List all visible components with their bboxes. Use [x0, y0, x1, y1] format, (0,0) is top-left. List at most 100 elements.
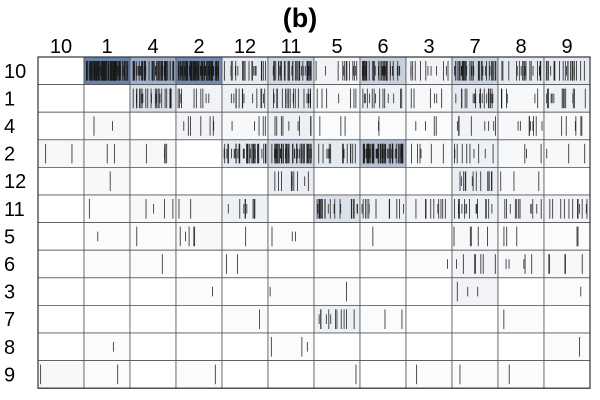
- heatmap-cell: [267, 304, 315, 334]
- heatmap-cell: [175, 166, 223, 196]
- heatmap-cell: [221, 139, 269, 168]
- heatmap-cell: [543, 222, 591, 251]
- heatmap-cell: [451, 111, 499, 141]
- heatmap-cell: [83, 222, 131, 251]
- heatmap-cell: [451, 139, 499, 168]
- heatmap-cell: [543, 84, 591, 113]
- heatmap-cell: [83, 304, 131, 334]
- heatmap-cell: [543, 194, 591, 224]
- heatmap-cell: [359, 249, 407, 279]
- chart-title: (b): [282, 3, 318, 33]
- heatmap-cell: [175, 222, 223, 251]
- heatmap-cell: [543, 332, 591, 362]
- heatmap-cell: [313, 222, 361, 251]
- heatmap-cell: [405, 222, 453, 251]
- row-label: 2: [4, 144, 15, 166]
- heatmap-cell: [175, 332, 223, 362]
- col-label: 8: [515, 36, 526, 58]
- heatmap-cell: [83, 277, 131, 306]
- col-label: 3: [423, 36, 434, 58]
- heatmap-cell: [497, 222, 545, 251]
- heatmap-cell: [175, 277, 223, 306]
- heatmap-cell: [359, 304, 407, 334]
- heatmap-cell: [359, 111, 407, 141]
- heatmap-cell: [175, 111, 223, 141]
- heatmap-cell: [267, 360, 315, 389]
- col-label: 7: [469, 36, 480, 58]
- row-label: 5: [4, 226, 15, 248]
- heatmap-cell: [313, 360, 361, 389]
- heatmap-cell: [497, 332, 545, 362]
- heatmap-cell: [37, 56, 85, 86]
- heatmap-cell: [451, 304, 499, 334]
- heatmap-cell: [267, 277, 315, 306]
- heatmap-cell: [129, 166, 177, 196]
- heatmap-cell: [37, 166, 85, 196]
- heatmap-cell: [129, 304, 177, 334]
- heatmap-cell: [497, 111, 545, 141]
- heatmap-cell: [313, 111, 361, 141]
- heatmap-cell: [497, 277, 545, 306]
- heatmap-cell: [359, 360, 407, 389]
- heatmap-cell: [451, 332, 499, 362]
- heatmap-cell: [405, 194, 453, 224]
- heatmap-cell: [83, 194, 131, 224]
- heatmap-cell: [129, 111, 177, 141]
- heatmap-cell: [543, 166, 591, 196]
- heatmap-cell: [405, 360, 453, 389]
- row-label: 6: [4, 254, 15, 276]
- heatmap-cell: [129, 332, 177, 362]
- heatmap-cell: [37, 249, 85, 279]
- heatmap-cell: [267, 222, 315, 251]
- heatmap-cell: [405, 139, 453, 168]
- heatmap-cell: [497, 304, 545, 334]
- col-label: 2: [193, 36, 204, 58]
- heatmap-cell: [129, 360, 177, 389]
- heatmap-cell: [221, 84, 269, 113]
- col-label: 11: [281, 36, 302, 58]
- heatmap-cell: [37, 84, 85, 113]
- heatmap-cell: [313, 166, 361, 196]
- col-label: 9: [561, 36, 572, 58]
- row-label: 7: [4, 309, 15, 331]
- heatmap-cell: [129, 222, 177, 251]
- heatmap-cell: [83, 360, 131, 389]
- row-label: 1: [4, 88, 15, 110]
- heatmap-cell: [221, 111, 269, 141]
- heatmap-cell: [497, 249, 545, 279]
- heatmap-cell: [313, 249, 361, 279]
- heatmap-cell: [313, 277, 361, 306]
- heatmap-cell: [37, 139, 85, 168]
- heatmap-cell: [405, 277, 453, 306]
- col-label: 1: [101, 36, 112, 58]
- row-label: 3: [4, 282, 15, 304]
- heatmap-cell: [359, 332, 407, 362]
- heatmap-cell: [175, 304, 223, 334]
- heatmap-cell: [175, 194, 223, 224]
- heatmap-cell: [37, 360, 85, 389]
- heatmap-cell: [405, 56, 453, 86]
- heatmap-cell: [359, 277, 407, 306]
- heatmap-cell: [543, 360, 591, 389]
- heatmap-cell: [267, 194, 315, 224]
- heatmap-cell: [405, 166, 453, 196]
- heatmap-cell: [267, 249, 315, 279]
- col-label: 12: [234, 36, 256, 58]
- heatmap-cell: [37, 332, 85, 362]
- row-label: 9: [4, 364, 15, 386]
- heatmap-cell: [543, 111, 591, 141]
- heatmap-cell: [543, 249, 591, 279]
- heatmap-cell: [543, 277, 591, 306]
- heatmap-cell: [37, 304, 85, 334]
- heatmap-cell: [37, 194, 85, 224]
- heatmap-cell: [221, 249, 269, 279]
- heatmap-cell: [221, 222, 269, 251]
- heatmap-cell: [221, 332, 269, 362]
- heatmap-cell: [405, 249, 453, 279]
- heatmap-cell: [497, 166, 545, 196]
- heatmap-cell: [221, 166, 269, 196]
- heatmap-cell: [221, 360, 269, 389]
- heatmap-cell: [543, 139, 591, 168]
- heatmap-cell: [359, 222, 407, 251]
